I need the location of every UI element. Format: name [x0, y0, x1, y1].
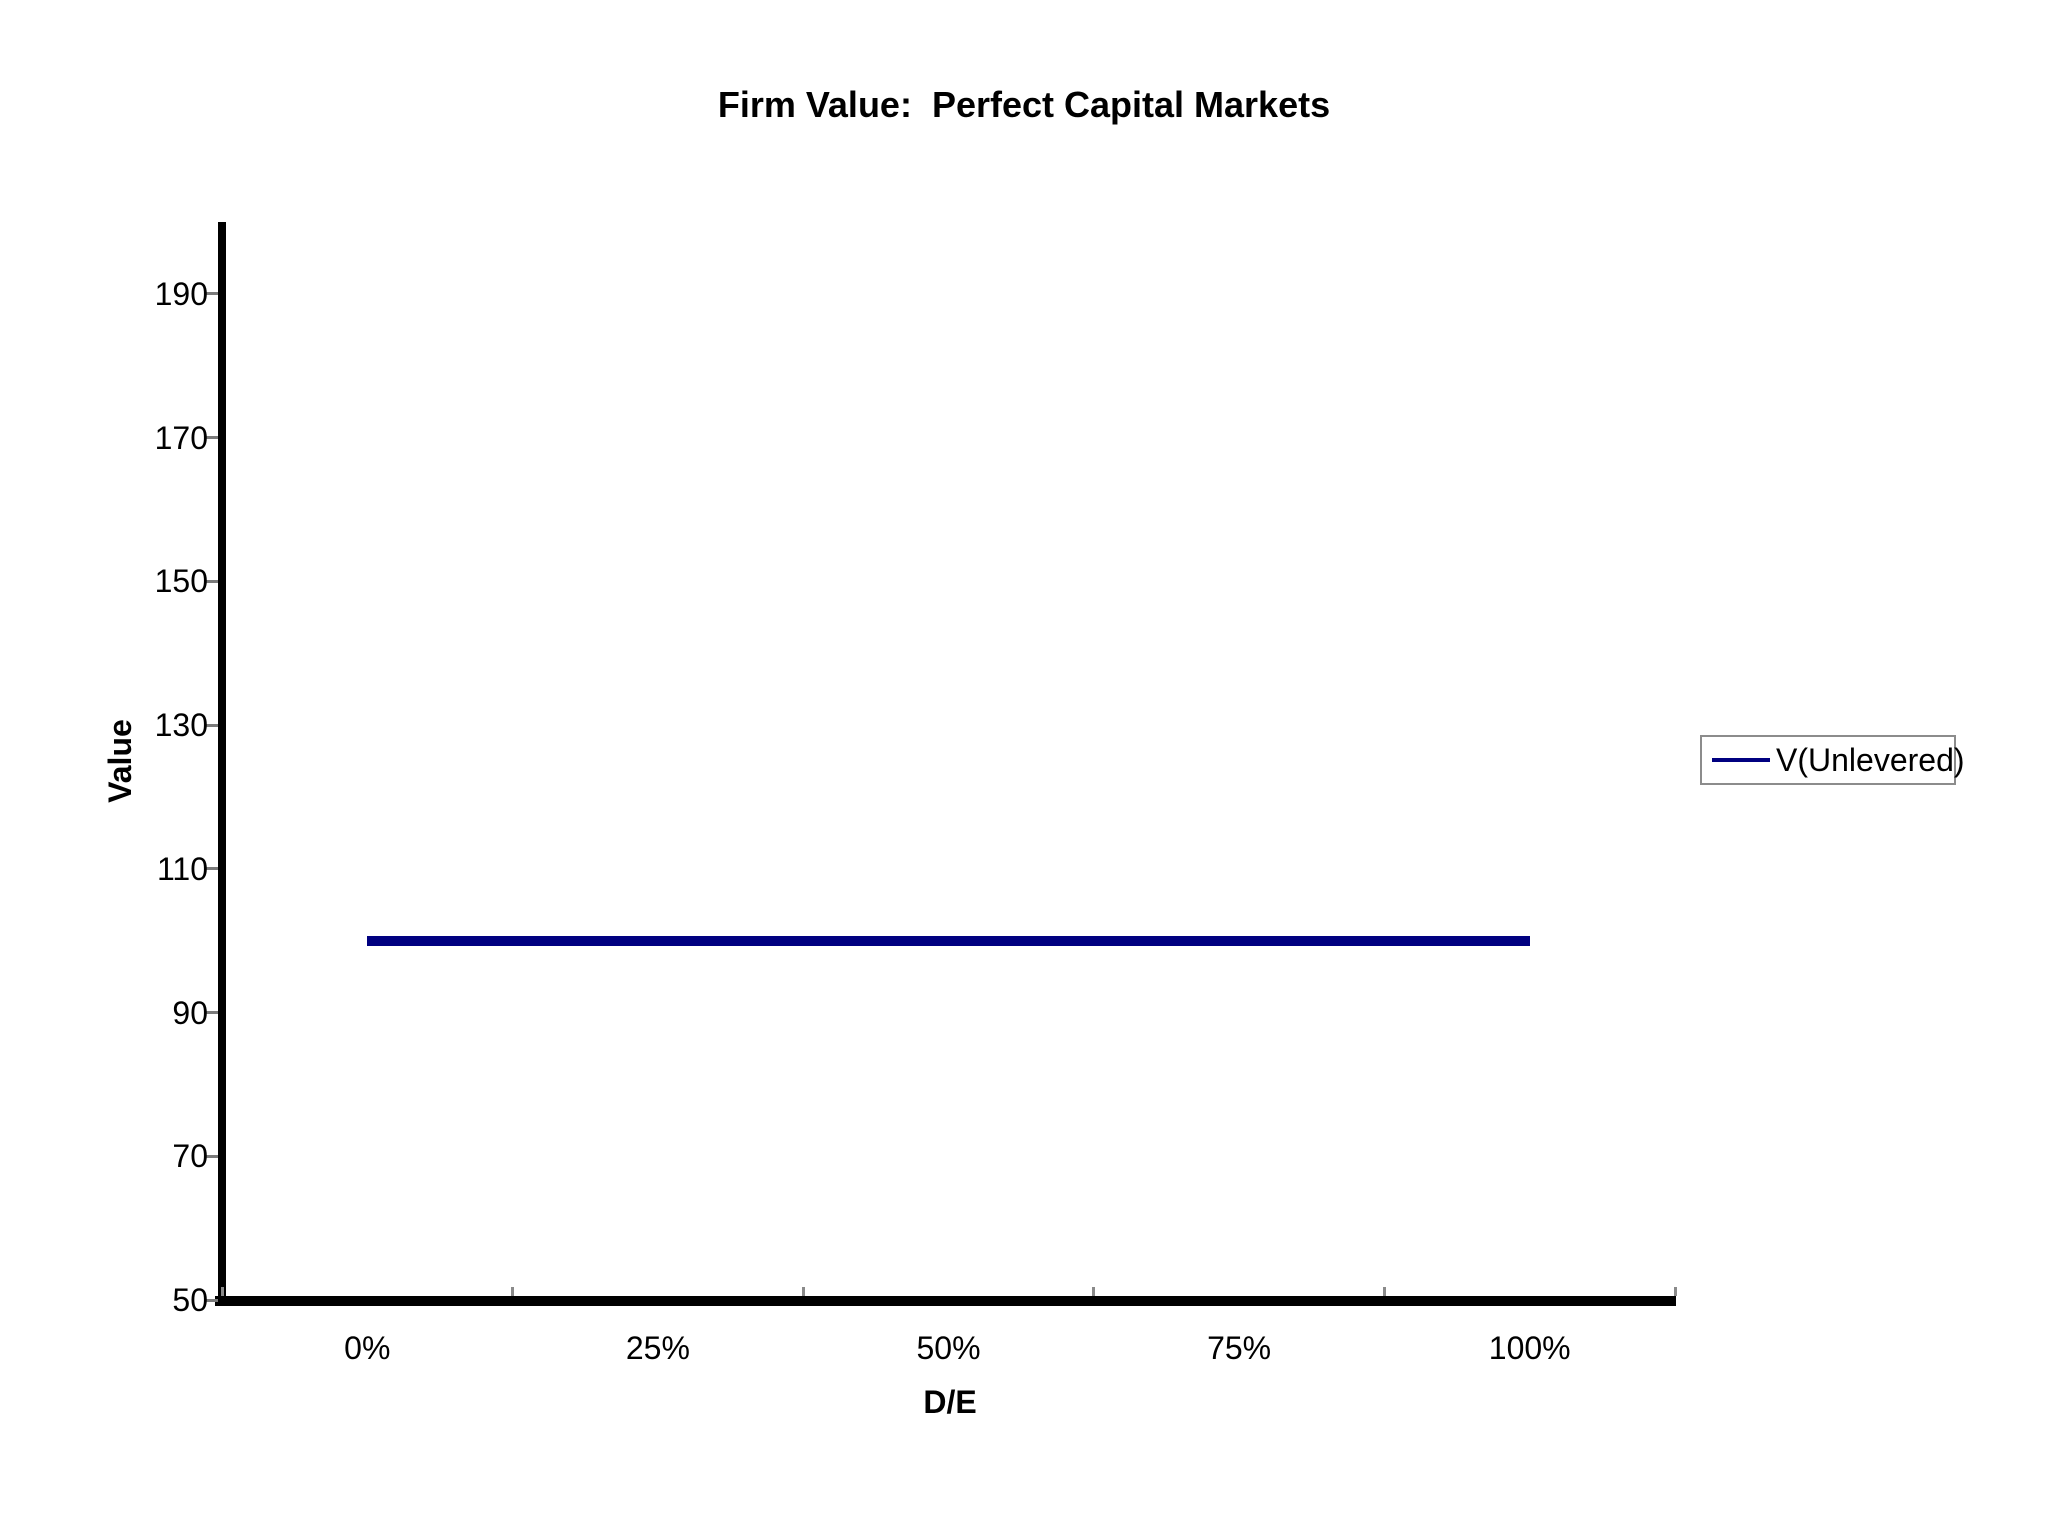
x-tick-mark: [1382, 1287, 1386, 1296]
x-tick-mark: [1092, 1287, 1096, 1296]
y-tick-label: 170: [154, 419, 208, 456]
y-tick-label: 110: [156, 850, 208, 887]
y-tick-mark: [206, 723, 218, 727]
legend-label: V(Unlevered): [1776, 741, 1965, 778]
x-tick-mark: [220, 1287, 224, 1296]
x-tick-label: 100%: [1488, 1330, 1571, 1366]
x-tick-label: 75%: [1207, 1330, 1272, 1366]
x-axis-line: [215, 1296, 1676, 1306]
chart-title: Firm Value: Perfect Capital Markets: [717, 84, 1331, 125]
x-tick-mark: [1673, 1287, 1677, 1296]
y-tick-label: 190: [154, 275, 208, 312]
y-tick-mark: [206, 1154, 218, 1158]
y-tick-label: 90: [172, 994, 208, 1031]
x-tick-mark: [801, 1287, 805, 1296]
x-tick-label: 50%: [916, 1330, 981, 1366]
y-tick-mark: [206, 579, 218, 583]
legend: V(Unlevered): [1700, 735, 1965, 785]
y-axis-line: [218, 222, 226, 1306]
x-tick-label: 25%: [625, 1330, 690, 1366]
x-tick-label: 0%: [344, 1330, 391, 1366]
y-tick-mark: [206, 1298, 218, 1302]
y-tick-label: 130: [154, 707, 208, 744]
y-tick-mark: [206, 1011, 218, 1015]
x-tick-mark: [511, 1287, 515, 1296]
x-axis-title: D/E: [923, 1384, 977, 1420]
series-line-V(Unlevered): [367, 935, 1530, 946]
y-tick-label: 70: [172, 1138, 208, 1175]
legend-line-sample-icon: [1712, 758, 1770, 762]
y-tick-mark: [206, 436, 218, 440]
y-tick-mark: [206, 292, 218, 296]
y-tick-mark: [206, 867, 218, 871]
y-tick-label: 150: [154, 563, 208, 600]
y-tick-label: 50: [172, 1282, 208, 1318]
